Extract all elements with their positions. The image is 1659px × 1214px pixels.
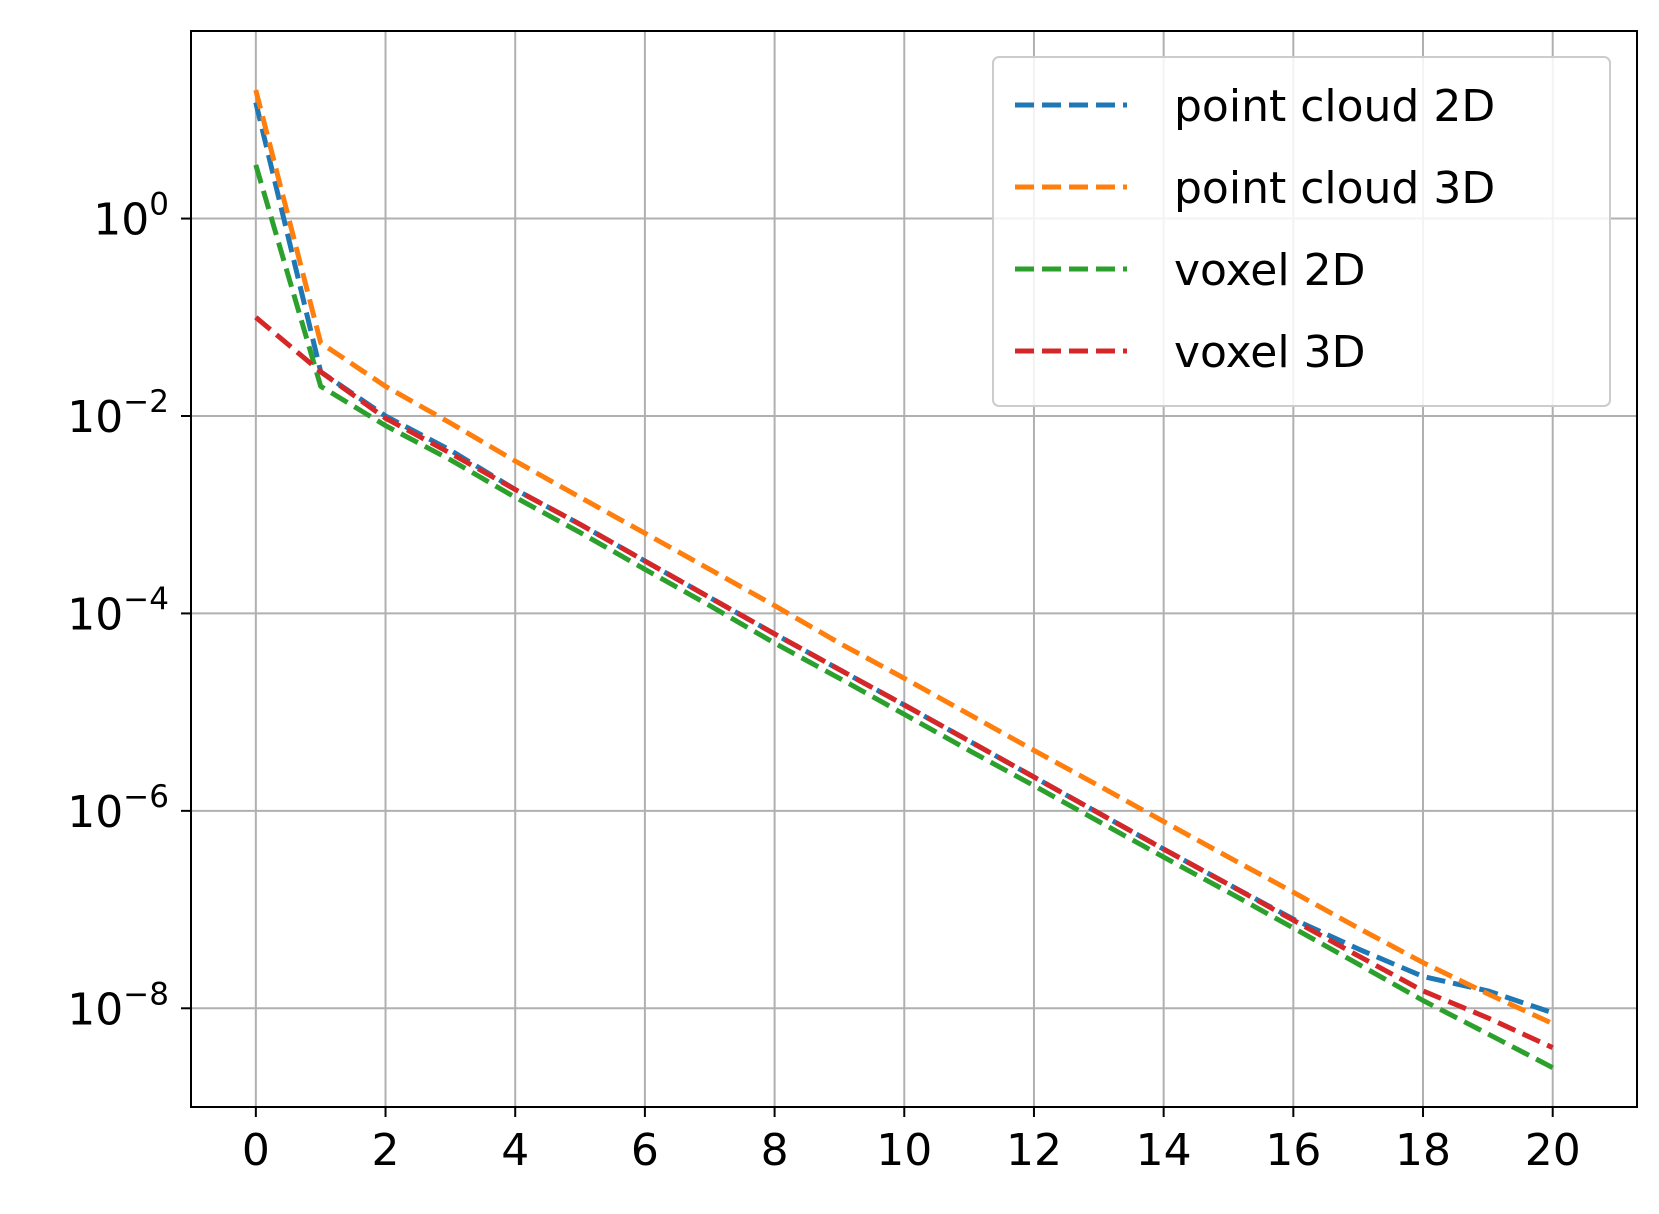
legend-label: point cloud 3D xyxy=(1174,163,1495,214)
plot-frame xyxy=(190,30,1638,1108)
x-tick-label: 8 xyxy=(761,1125,789,1176)
y-tick-label: 10−6 xyxy=(67,779,169,838)
x-tick-label: 10 xyxy=(876,1125,932,1176)
x-tick-label: 18 xyxy=(1395,1125,1451,1176)
y-tick-label: 10−8 xyxy=(67,976,169,1035)
x-tick-label: 0 xyxy=(242,1125,270,1176)
y-tick-label: 100 xyxy=(93,187,169,246)
x-tick-label: 6 xyxy=(631,1125,659,1176)
series-line-voxel-3d xyxy=(254,315,1554,1050)
legend-label: point cloud 2D xyxy=(1174,81,1495,132)
y-tick-label: 10−4 xyxy=(67,581,169,640)
y-tick-label: 10−2 xyxy=(67,384,169,443)
series-lines xyxy=(253,89,1554,1070)
x-tick-label: 2 xyxy=(372,1125,400,1176)
series-line-point-cloud-3d xyxy=(253,89,1554,1026)
legend-box xyxy=(992,56,1611,407)
legend: point cloud 2D point cloud 3D voxel 2D voxe… xyxy=(992,56,1611,407)
x-axis-ticks: 0 2 4 6 8 10 12 14 16 18 20 xyxy=(242,1107,1581,1176)
x-tick-label: 12 xyxy=(1006,1125,1062,1176)
x-tick-label: 20 xyxy=(1525,1125,1581,1176)
series-line-voxel-2d xyxy=(253,164,1554,1070)
x-tick-label: 4 xyxy=(501,1125,529,1176)
x-tick-label: 14 xyxy=(1136,1125,1192,1176)
legend-label: voxel 3D xyxy=(1174,327,1365,378)
y-axis-ticks: 100 10−2 10−4 10−6 10−8 xyxy=(67,187,191,1035)
legend-label: voxel 2D xyxy=(1174,245,1365,296)
x-tick-label: 16 xyxy=(1265,1125,1321,1176)
